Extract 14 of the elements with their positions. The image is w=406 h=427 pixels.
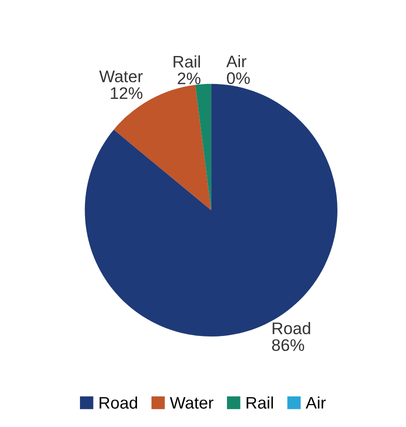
slice-label: Water [99,70,143,82]
pie-slice [84,84,338,336]
data-label: 12% [110,87,142,99]
category-label: Air [226,55,246,68]
legend-label: Road [100,396,138,409]
legend-label: Water [170,397,214,409]
data-label: 86% [272,339,304,352]
text: 0% [226,72,250,84]
legend-label: Rail [246,396,273,409]
slice-label: Road [272,322,310,334]
data-label: 2% [178,72,200,84]
legend-label: Air [306,396,326,409]
pie-slice [195,84,212,210]
slice-label: Rail [174,55,200,68]
